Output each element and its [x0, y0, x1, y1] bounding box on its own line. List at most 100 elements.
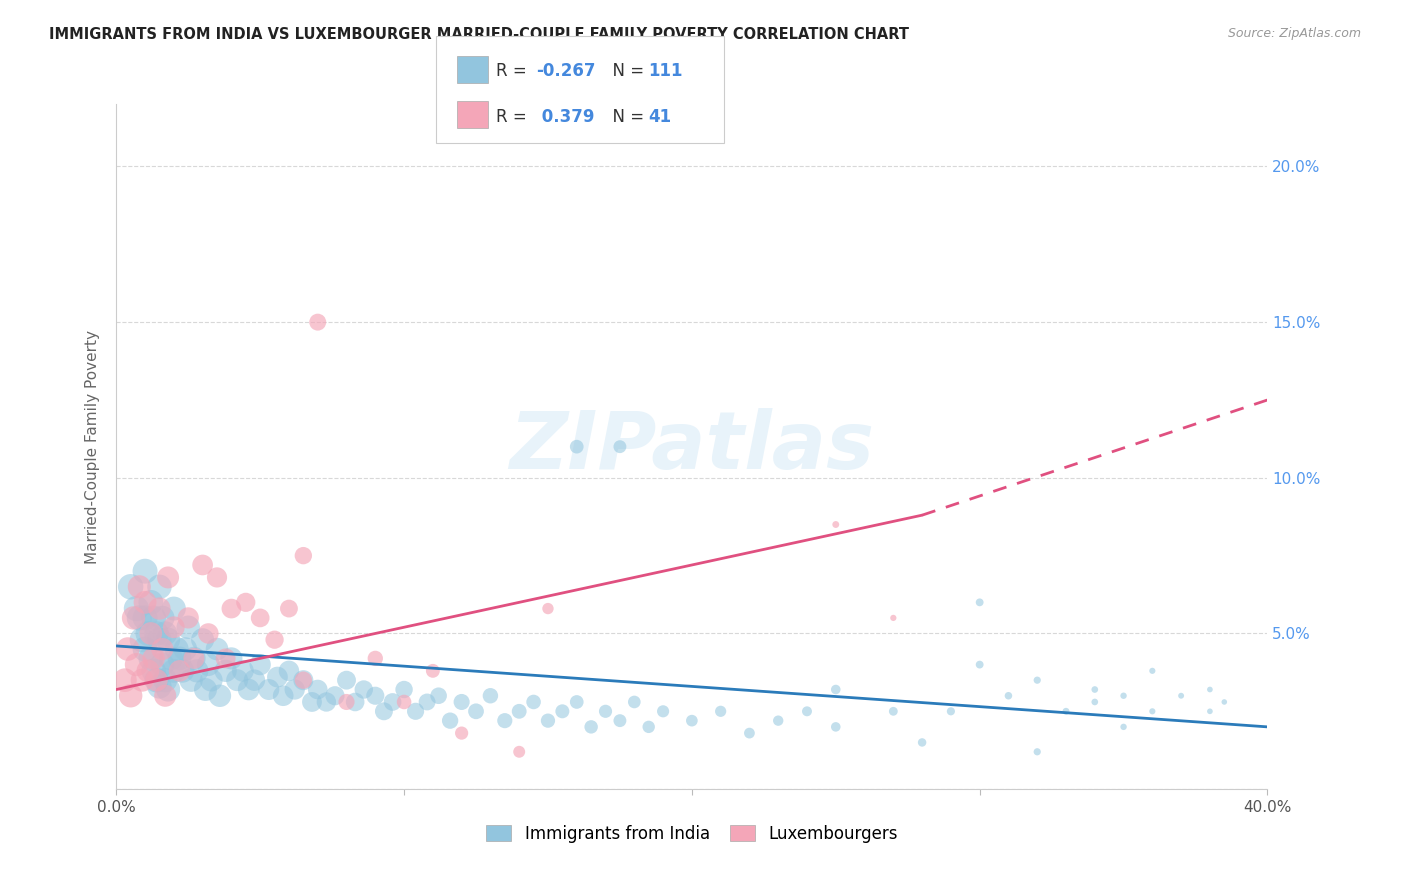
Point	[145, 673, 167, 688]
Point	[134, 564, 156, 578]
Point	[214, 651, 236, 665]
Point	[243, 673, 266, 688]
Point	[323, 689, 346, 703]
Point	[882, 704, 904, 718]
Point	[148, 601, 170, 615]
Point	[392, 682, 415, 697]
Point	[796, 704, 818, 718]
Point	[623, 695, 645, 709]
Point	[139, 626, 162, 640]
Point	[145, 673, 167, 688]
Text: ZIPatlas: ZIPatlas	[509, 408, 875, 485]
Point	[145, 626, 167, 640]
Text: 111: 111	[648, 62, 683, 80]
Point	[214, 664, 236, 678]
Text: Source: ZipAtlas.com: Source: ZipAtlas.com	[1227, 27, 1361, 40]
Point	[439, 714, 461, 728]
Text: R =: R =	[496, 108, 533, 126]
Point	[148, 680, 170, 694]
Point	[157, 682, 180, 697]
Point	[136, 626, 159, 640]
Point	[150, 657, 173, 672]
Point	[969, 595, 991, 609]
Point	[565, 440, 588, 454]
Point	[174, 642, 197, 657]
Text: 0.379: 0.379	[536, 108, 595, 126]
Point	[205, 570, 228, 584]
Point	[134, 595, 156, 609]
Point	[609, 440, 631, 454]
Point	[166, 642, 188, 657]
Point	[232, 664, 254, 678]
Point	[157, 632, 180, 647]
Point	[335, 695, 357, 709]
Point	[1026, 673, 1049, 688]
Point	[122, 611, 145, 625]
Point	[125, 657, 148, 672]
Point	[1170, 689, 1192, 703]
Point	[450, 726, 472, 740]
Point	[1199, 682, 1222, 697]
Point	[148, 632, 170, 647]
Point	[131, 673, 153, 688]
Text: -0.267: -0.267	[536, 62, 595, 80]
Text: R =: R =	[496, 62, 533, 80]
Point	[131, 632, 153, 647]
Point	[120, 580, 142, 594]
Point	[205, 642, 228, 657]
Point	[738, 726, 761, 740]
Point	[139, 595, 162, 609]
Point	[537, 601, 560, 615]
Point	[120, 689, 142, 703]
Point	[479, 689, 502, 703]
Point	[292, 549, 315, 563]
Point	[405, 704, 427, 718]
Point	[882, 611, 904, 625]
Point	[335, 673, 357, 688]
Point	[427, 689, 450, 703]
Point	[969, 657, 991, 672]
Point	[180, 673, 202, 688]
Point	[153, 626, 176, 640]
Point	[508, 745, 530, 759]
Point	[139, 651, 162, 665]
Point	[183, 651, 205, 665]
Point	[1142, 704, 1164, 718]
Point	[163, 664, 186, 678]
Point	[148, 580, 170, 594]
Legend: Immigrants from India, Luxembourgers: Immigrants from India, Luxembourgers	[479, 818, 904, 849]
Point	[381, 695, 404, 709]
Point	[125, 601, 148, 615]
Point	[824, 682, 846, 697]
Point	[364, 651, 387, 665]
Point	[364, 689, 387, 703]
Point	[681, 714, 703, 728]
Point	[169, 651, 191, 665]
Point	[263, 632, 285, 647]
Point	[710, 704, 733, 718]
Point	[177, 620, 200, 634]
Text: IMMIGRANTS FROM INDIA VS LUXEMBOURGER MARRIED-COUPLE FAMILY POVERTY CORRELATION : IMMIGRANTS FROM INDIA VS LUXEMBOURGER MA…	[49, 27, 910, 42]
Point	[1084, 695, 1107, 709]
Point	[565, 695, 588, 709]
Point	[271, 689, 294, 703]
Text: N =: N =	[602, 108, 650, 126]
Point	[1199, 704, 1222, 718]
Point	[221, 651, 243, 665]
Point	[766, 714, 789, 728]
Point	[824, 720, 846, 734]
Point	[142, 651, 165, 665]
Point	[911, 735, 934, 749]
Point	[609, 714, 631, 728]
Point	[353, 682, 375, 697]
Point	[307, 682, 329, 697]
Point	[1142, 664, 1164, 678]
Point	[997, 689, 1019, 703]
Point	[1112, 689, 1135, 703]
Point	[1054, 704, 1077, 718]
Point	[208, 689, 231, 703]
Point	[191, 632, 214, 647]
Point	[465, 704, 488, 718]
Point	[595, 704, 617, 718]
Point	[551, 704, 574, 718]
